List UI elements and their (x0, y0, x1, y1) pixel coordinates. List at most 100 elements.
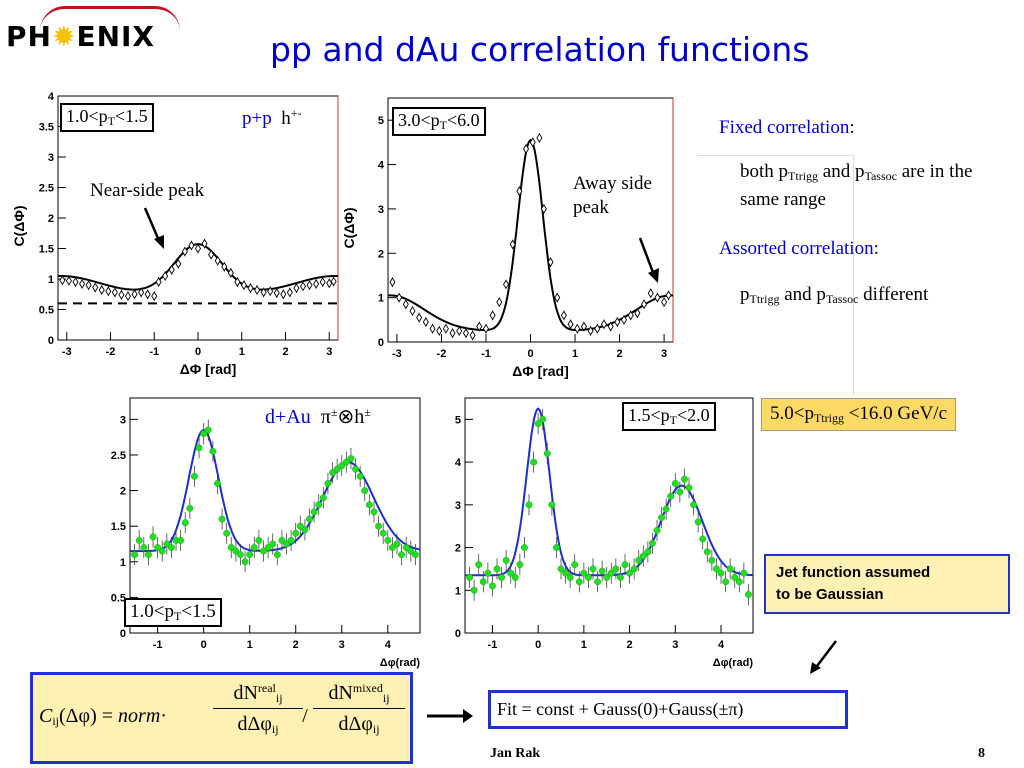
dau-low-pt-chart: -1 0 1 2 3 4 0 0.5 1 1.5 2 2.5 3 Δφ(rad) (111, 397, 421, 669)
data-point (603, 574, 611, 581)
data-point (712, 565, 720, 573)
data-point (516, 186, 523, 197)
data-point (479, 578, 487, 586)
y-tick-label: 1 (455, 585, 461, 597)
fit-function-box: Fit = const + Gauss(0)+Gauss(±π) (488, 690, 848, 729)
data-point (250, 544, 258, 551)
data-point (204, 426, 212, 434)
data-point (310, 508, 318, 516)
data-point (280, 289, 287, 300)
separator-line (697, 155, 855, 156)
data-point (208, 249, 215, 260)
data-point (402, 299, 409, 310)
y-tick-label: 0.5 (39, 305, 54, 317)
data-point (287, 536, 295, 544)
data-point (194, 243, 202, 254)
data-point (319, 494, 327, 502)
correlation-formula: Cij(Δφ) = norm· dNrealij dΔφij / dNmixed… (30, 672, 413, 764)
y-tick-label: 5 (378, 115, 384, 127)
x-tick-label: 4 (718, 639, 725, 651)
data-point (520, 544, 528, 551)
data-point (181, 519, 189, 527)
data-point (676, 488, 684, 496)
data-point (607, 569, 615, 577)
data-point (509, 239, 516, 250)
y-tick-label: 4 (378, 160, 385, 172)
data-point (72, 277, 79, 287)
data-point (144, 551, 152, 559)
x-axis-label: Δφ(rad) (380, 657, 421, 669)
y-tick-label: 2.5 (111, 450, 126, 462)
y-tick-label: 1 (48, 274, 54, 286)
y-tick-label: 5 (455, 414, 461, 426)
data-point (214, 255, 221, 266)
data-point (540, 204, 547, 214)
x-tick-label: 1 (247, 639, 253, 651)
y-tick-label: 0 (48, 335, 54, 347)
data-point (65, 275, 72, 286)
data-point (181, 246, 188, 257)
data-point (283, 540, 290, 548)
data-point (324, 480, 332, 487)
data-point (105, 286, 112, 297)
data-point (138, 287, 145, 298)
data-point (580, 321, 587, 332)
away-side-arrow (638, 237, 659, 283)
data-point (299, 281, 307, 292)
y-tick-label: 3 (48, 152, 54, 164)
data-point (162, 271, 169, 281)
data-point (634, 308, 641, 319)
data-point (352, 465, 360, 473)
fit-curve (387, 138, 674, 331)
assorted-correlation-text: pTtrigg and pTassoc different (740, 284, 929, 306)
y-tick-label: 3 (120, 414, 126, 426)
data-point (627, 310, 634, 321)
plot-frame (129, 397, 421, 634)
data-point (554, 292, 561, 303)
y-tick-label: 0 (455, 628, 461, 640)
away-side-peak-label: Away side peak (573, 173, 652, 218)
y-tick-label: 3.5 (39, 122, 54, 134)
jet-function-note: Jet function assumed to be Gaussian (764, 554, 1010, 614)
data-point (151, 291, 158, 301)
x-tick-label: -1 (149, 346, 159, 358)
data-point (255, 536, 263, 544)
x-tick-label: 3 (326, 346, 332, 358)
data-point (306, 515, 313, 523)
data-point (614, 317, 621, 327)
x-axis-label: Δφ(rad) (713, 657, 754, 669)
data-point (566, 574, 574, 581)
data-point (384, 536, 392, 544)
data-point (269, 540, 277, 548)
logo-swoosh (40, 6, 180, 31)
data-point (177, 536, 185, 544)
near-side-arrow (143, 207, 164, 249)
data-point (648, 539, 656, 547)
data-point (329, 469, 336, 477)
data-point (630, 565, 638, 573)
pp-low-pt-chart: -3 -2 -1 0 1 2 3 0 0.5 1 1.5 2 2.5 3 3.5 4 ΔΦ [rad] C(ΔΦ) (11, 91, 339, 377)
y-tick-label: 2 (455, 543, 461, 555)
data-point (227, 268, 234, 278)
data-point (241, 558, 249, 566)
data-point (260, 287, 267, 298)
plot-frame (387, 97, 674, 343)
y-tick-label: 1 (120, 557, 126, 569)
data-point (694, 518, 702, 526)
x-tick-label: 0 (201, 639, 207, 651)
x-tick-label: -1 (488, 639, 498, 651)
data-point (484, 569, 492, 577)
x-tick-label: 1 (581, 639, 587, 651)
data-point (195, 444, 203, 452)
x-tick-label: 3 (339, 639, 345, 651)
data-point (482, 323, 489, 334)
formula-arrow (427, 709, 473, 723)
data-point (552, 544, 560, 551)
data-point (388, 544, 396, 551)
data-point (502, 556, 510, 564)
data-point (690, 501, 698, 509)
data-point (163, 540, 171, 548)
data-point (264, 544, 272, 551)
data-point (356, 472, 364, 480)
dau-high-pt-chart: -1 0 1 2 3 4 0 1 2 3 4 5 Δφ(rad) (455, 397, 754, 669)
